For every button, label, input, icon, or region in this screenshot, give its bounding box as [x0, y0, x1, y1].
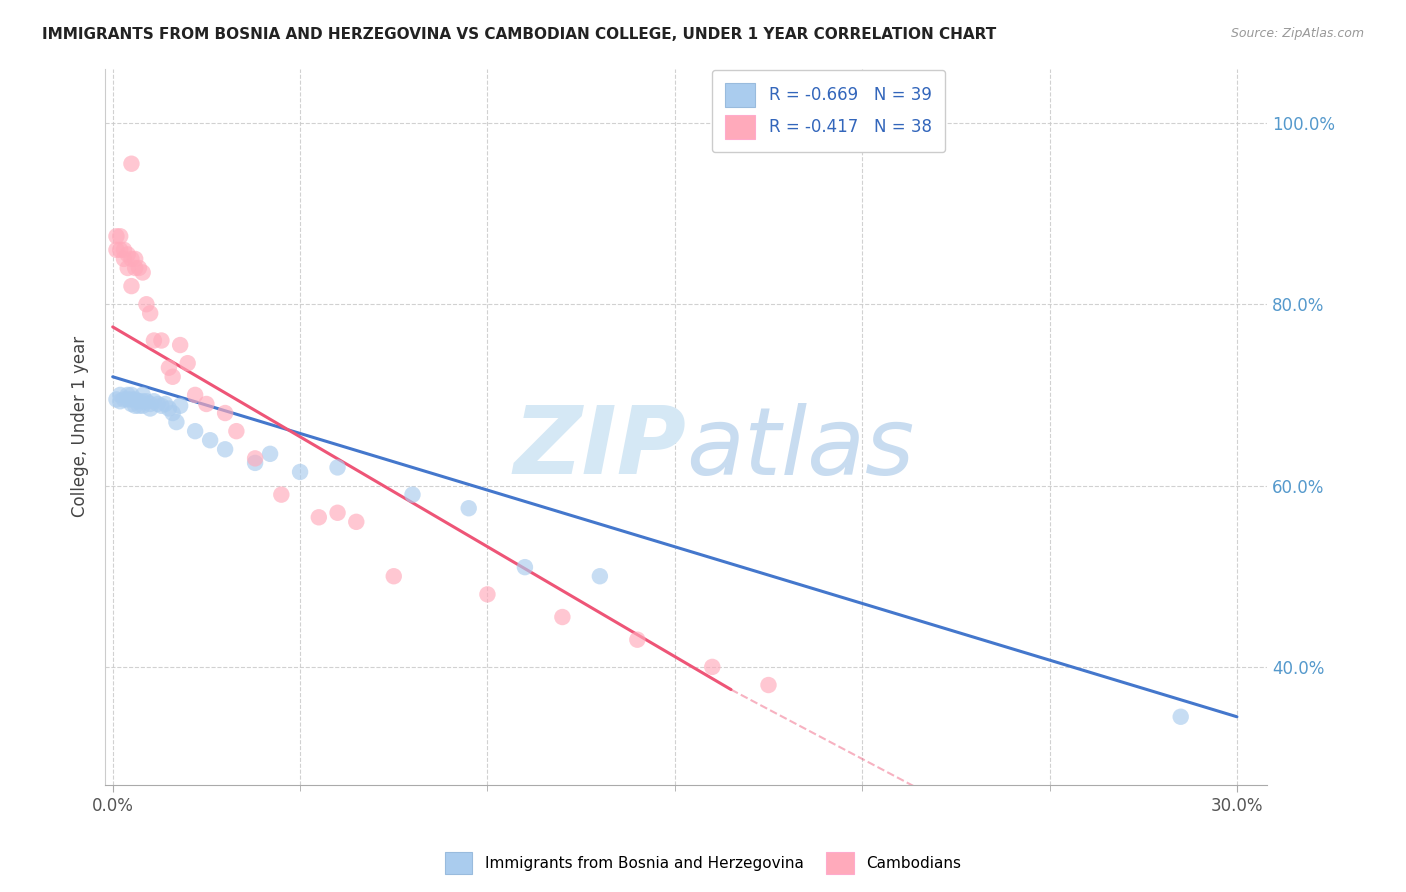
Point — [157, 401, 180, 416]
Point — [117, 392, 139, 407]
Point — [128, 260, 150, 275]
Point — [131, 399, 153, 413]
Point — [259, 447, 281, 461]
Point — [120, 388, 142, 402]
Point — [589, 569, 612, 583]
Point — [162, 406, 184, 420]
Point — [165, 415, 187, 429]
Point — [139, 306, 162, 320]
Point — [120, 279, 142, 293]
Point — [105, 392, 128, 407]
Point — [112, 392, 135, 407]
Point — [124, 252, 146, 266]
Point — [124, 260, 146, 275]
Point — [117, 388, 139, 402]
Point — [150, 334, 173, 348]
Point — [124, 392, 146, 407]
Point — [457, 501, 479, 516]
Legend: R = -0.669   N = 39, R = -0.417   N = 38: R = -0.669 N = 39, R = -0.417 N = 38 — [711, 70, 945, 152]
Point — [758, 678, 780, 692]
Point — [153, 397, 176, 411]
Point — [551, 610, 574, 624]
Point — [142, 334, 165, 348]
Point — [120, 157, 142, 171]
Point — [326, 460, 349, 475]
Text: atlas: atlas — [686, 402, 914, 493]
Point — [120, 397, 142, 411]
Point — [288, 465, 311, 479]
Point — [702, 660, 724, 674]
Point — [184, 388, 207, 402]
Point — [184, 424, 207, 438]
Point — [225, 424, 247, 438]
Point — [131, 266, 153, 280]
Point — [401, 488, 423, 502]
Point — [198, 434, 221, 448]
Point — [270, 488, 292, 502]
Point — [124, 399, 146, 413]
Point — [135, 394, 157, 409]
Point — [382, 569, 405, 583]
Point — [626, 632, 648, 647]
Point — [135, 297, 157, 311]
Point — [214, 442, 236, 457]
Point — [169, 399, 191, 413]
Point — [117, 260, 139, 275]
Point — [112, 243, 135, 257]
Point — [131, 394, 153, 409]
Point — [139, 401, 162, 416]
Y-axis label: College, Under 1 year: College, Under 1 year — [72, 336, 89, 517]
Point — [150, 399, 173, 413]
Point — [128, 399, 150, 413]
Point — [1170, 710, 1192, 724]
Point — [308, 510, 330, 524]
Point — [176, 356, 198, 370]
Legend: Immigrants from Bosnia and Herzegovina, Cambodians: Immigrants from Bosnia and Herzegovina, … — [439, 846, 967, 880]
Point — [117, 247, 139, 261]
Text: ZIP: ZIP — [513, 402, 686, 494]
Point — [120, 392, 142, 407]
Point — [243, 451, 266, 466]
Point — [108, 243, 131, 257]
Point — [139, 397, 162, 411]
Point — [157, 360, 180, 375]
Point — [142, 394, 165, 409]
Point — [108, 394, 131, 409]
Point — [105, 243, 128, 257]
Point — [243, 456, 266, 470]
Point — [162, 369, 184, 384]
Point — [131, 388, 153, 402]
Text: IMMIGRANTS FROM BOSNIA AND HERZEGOVINA VS CAMBODIAN COLLEGE, UNDER 1 YEAR CORREL: IMMIGRANTS FROM BOSNIA AND HERZEGOVINA V… — [42, 27, 997, 42]
Point — [326, 506, 349, 520]
Point — [146, 397, 169, 411]
Point — [112, 252, 135, 266]
Point — [169, 338, 191, 352]
Text: Source: ZipAtlas.com: Source: ZipAtlas.com — [1230, 27, 1364, 40]
Point — [108, 229, 131, 244]
Point — [128, 394, 150, 409]
Point — [477, 587, 499, 601]
Point — [195, 397, 218, 411]
Point — [344, 515, 367, 529]
Point — [108, 388, 131, 402]
Point — [214, 406, 236, 420]
Point — [105, 229, 128, 244]
Point — [120, 252, 142, 266]
Point — [513, 560, 536, 574]
